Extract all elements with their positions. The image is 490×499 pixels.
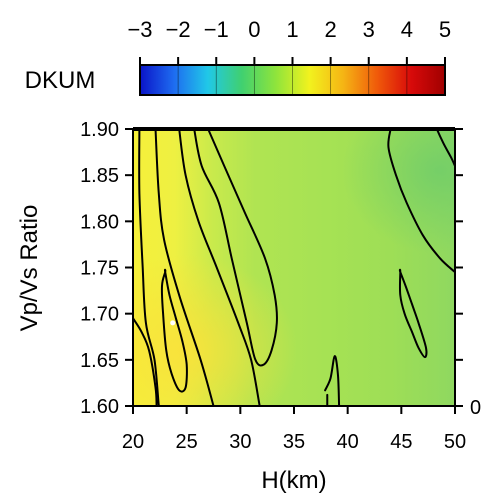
x-axis: 20 25 30 35 40 45 50 [122,406,466,453]
x-tick-label: 50 [444,431,466,453]
y-tick-label: 1.70 [80,304,119,326]
contour-line [138,129,160,406]
colorbar-tick-label: 3 [363,17,375,42]
x-tick-label: 45 [390,431,412,453]
x-tick-label: 20 [122,431,144,453]
x-tick-label: 30 [229,431,251,453]
colorbar-tick-label: −3 [127,17,152,42]
colorbar-tick-label: 4 [401,17,413,42]
right-annotation: 0 [470,397,481,419]
y-tick-label: 1.85 [80,165,119,187]
colorbar-tick-label: −2 [166,17,191,42]
x-tick-label: 25 [176,431,198,453]
plot-area [132,127,456,407]
y-tick-label: 1.75 [80,258,119,280]
contour-line [324,355,341,406]
colorbar-tick-label: 1 [286,17,298,42]
contour-line [133,317,158,406]
colorbar: −3 −2 −1 0 1 2 3 4 5 [127,17,451,96]
heatmap-low-region [133,129,455,406]
y-tick-label: 1.65 [80,350,119,372]
y-axis: 1.90 1.85 1.80 1.75 1.70 1.65 1.60 [80,119,463,418]
y-tick-label: 1.80 [80,211,119,233]
contour-line [154,129,215,406]
contour-line [178,129,261,406]
x-tick-label: 40 [337,431,359,453]
contour-line [435,129,455,167]
colorbar-tick-label: 5 [439,17,451,42]
x-tick-label: 35 [283,431,305,453]
colorbar-label: DKUM [25,67,96,94]
contour-line [160,268,188,393]
x-axis-label: H(km) [261,467,326,494]
y-tick-label: 1.90 [80,119,119,141]
colorbar-tick-label: 0 [248,17,260,42]
contour-line [387,129,455,274]
y-tick-label: 1.60 [80,396,119,418]
best-fit-marker [170,320,176,326]
colorbar-tick-label: −1 [204,17,229,42]
y-axis-label: Vp/Vs Ratio [16,205,43,332]
contour-line [398,268,428,359]
colorbar-tick-label: 2 [325,17,337,42]
contour-line [193,129,278,367]
